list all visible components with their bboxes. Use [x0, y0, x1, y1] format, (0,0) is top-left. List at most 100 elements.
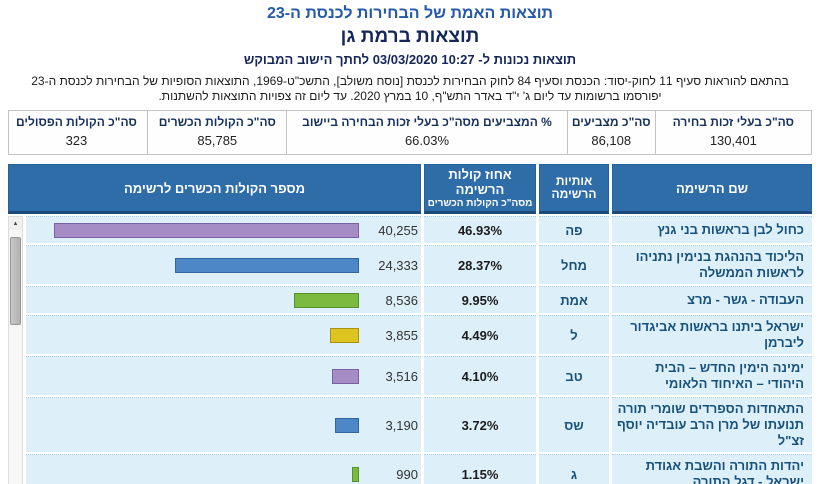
legal-disclaimer: בהתאם להוראות סעיף 11 לחוק-יסוד: הכנסת ו… [31, 74, 789, 103]
party-letters-cell: מחל [539, 245, 609, 284]
party-name: ימינה הימין החדש – הבית היהודי – האיחוד … [655, 360, 804, 391]
party-name-cell: העבודה - גשר - מרצ [612, 286, 812, 313]
vote-bar-zone [26, 327, 359, 343]
table-row: התאחדות הספרדים שומרי תורה תנועתו של מרן… [26, 397, 812, 452]
party-letters: טב [565, 368, 583, 384]
summary-label: סה"כ מצביעים [571, 115, 651, 129]
summary-valid-votes: סה"כ הקולות הכשרים 85,785 [147, 111, 286, 154]
scroll-up-icon[interactable]: ▲ [9, 217, 22, 230]
party-name: התאחדות הספרדים שומרי תורה תנועתו של מרן… [616, 401, 804, 448]
party-votes-cell: 3,855 [26, 315, 421, 354]
party-name: העבודה - גשר - מרצ [687, 292, 804, 307]
results-rows: כחול לבן בראשות בני גנץ פה 46.93% 40,255… [26, 216, 812, 484]
table-row: כחול לבן בראשות בני גנץ פה 46.93% 40,255 [26, 216, 812, 243]
vote-bar-zone [26, 417, 359, 433]
party-percent-cell: 3.72% [424, 397, 536, 452]
party-letters-cell: טב [539, 356, 609, 395]
vertical-scrollbar[interactable]: ▲ ▼ [8, 216, 23, 484]
party-letters-cell: ג [539, 454, 609, 484]
party-name-cell: התאחדות הספרדים שומרי תורה תנועתו של מרן… [612, 397, 812, 452]
party-percent: 1.15% [461, 466, 499, 482]
summary-value: 86,108 [591, 133, 632, 148]
party-letters: אמת [560, 292, 588, 308]
vote-bar [334, 417, 359, 433]
scrollbar-track[interactable] [9, 230, 22, 484]
vote-bar [54, 222, 359, 238]
party-letters: ל [570, 327, 578, 343]
party-votes: 3,190 [385, 417, 418, 433]
summary-invalid-votes: סה"כ הקולות הפסולים 323 [5, 111, 147, 154]
party-votes-cell: 990 [26, 454, 421, 484]
scrollbar-thumb[interactable] [10, 237, 21, 325]
summary-label: סה"כ הקולות הפסולים [16, 115, 137, 129]
header-label: מספר הקולות הכשרים לרשימה [123, 180, 306, 196]
party-votes: 990 [396, 466, 418, 482]
summary-label: סה"כ בעלי זכות בחירה [672, 115, 795, 129]
party-percent-cell: 4.10% [424, 356, 536, 395]
party-votes: 3,855 [385, 327, 418, 343]
party-name: כחול לבן בראשות בני גנץ [657, 222, 805, 237]
party-percent-cell: 1.15% [424, 454, 536, 484]
vote-bar [174, 257, 359, 273]
party-votes-cell: 24,333 [26, 245, 421, 284]
vote-bar-zone [26, 466, 359, 482]
party-percent: 46.93% [457, 222, 503, 238]
table-body: כחול לבן בראשות בני גנץ פה 46.93% 40,255… [8, 216, 812, 484]
party-votes-cell: 3,190 [26, 397, 421, 452]
party-votes: 40,255 [378, 222, 418, 238]
party-name: יהדות התורה והשבת אגודת ישראל - דגל התור… [645, 458, 804, 484]
header-party-letters: אותיות הרשימה [539, 164, 609, 214]
header-label: שם הרשימה [675, 180, 749, 196]
results-timestamp: תוצאות נכונות ל- 10:27 03/03/2020 לחתך ה… [243, 52, 577, 67]
party-name-cell: הליכוד בהנהגת בנימין נתניהו לראשות הממשל… [612, 245, 812, 284]
vote-bar [329, 327, 359, 343]
party-percent: 28.37% [457, 257, 503, 273]
party-letters-cell: שס [539, 397, 609, 452]
header-valid-votes: מספר הקולות הכשרים לרשימה [8, 164, 421, 214]
party-name-cell: יהדות התורה והשבת אגודת ישראל - דגל התור… [612, 454, 812, 484]
party-name: הליכוד בהנהגת בנימין נתניהו לראשות הממשל… [635, 249, 804, 280]
party-votes-cell: 8,536 [26, 286, 421, 313]
locality-title: תוצאות ברמת גן [340, 26, 480, 47]
vote-bar-zone [26, 292, 359, 308]
header-label: אותיות הרשימה [551, 174, 597, 201]
table-row: יהדות התורה והשבת אגודת ישראל - דגל התור… [26, 454, 812, 484]
party-votes: 3,516 [385, 368, 418, 384]
summary-value: 85,785 [197, 133, 238, 148]
summary-value: 66.03% [404, 133, 450, 148]
summary-strip: סה"כ בעלי זכות בחירה 130,401 סה"כ מצביעי… [8, 110, 812, 155]
vote-bar-zone [26, 257, 359, 273]
vote-bar-zone [26, 368, 359, 384]
page-title: תוצאות האמת של הבחירות לכנסת ה-23 [267, 5, 553, 22]
vote-bar [332, 368, 359, 384]
party-votes-cell: 3,516 [26, 356, 421, 395]
party-percent-cell: 4.49% [424, 315, 536, 354]
party-letters: ג [570, 466, 578, 482]
summary-value: 130,401 [709, 133, 757, 148]
party-letters: פה [565, 222, 583, 238]
party-name-cell: ימינה הימין החדש – הבית היהודי – האיחוד … [612, 356, 812, 395]
party-name-cell: ישראל ביתנו בראשות אביגדור ליברמן [612, 315, 812, 354]
summary-turnout-percent: % המצביעים מסה"כ בעלי זכות הבחירה ביישוב… [286, 111, 567, 154]
table-row: ימינה הימין החדש – הבית היהודי – האיחוד … [26, 356, 812, 395]
party-percent: 9.95% [461, 292, 499, 308]
header-party-name: שם הרשימה [612, 164, 812, 214]
party-name: ישראל ביתנו בראשות אביגדור ליברמן [630, 319, 804, 350]
table-header: שם הרשימה אותיות הרשימה אחוז קולות הרשימ… [8, 164, 812, 214]
party-votes-cell: 40,255 [26, 216, 421, 243]
party-percent-cell: 46.93% [424, 216, 536, 243]
header-sublabel: מסה"כ הקולות הכשרים [427, 198, 533, 209]
party-votes: 8,536 [385, 292, 418, 308]
table-row: העבודה - גשר - מרצ אמת 9.95% 8,536 [26, 286, 812, 313]
party-percent-cell: 28.37% [424, 245, 536, 284]
summary-eligible-voters: סה"כ בעלי זכות בחירה 130,401 [654, 111, 811, 154]
party-percent: 3.72% [461, 417, 499, 433]
table-row: ישראל ביתנו בראשות אביגדור ליברמן ל 4.49… [26, 315, 812, 354]
party-percent: 4.49% [461, 327, 499, 343]
results-table: שם הרשימה אותיות הרשימה אחוז קולות הרשימ… [8, 164, 812, 484]
party-letters: שס [564, 417, 584, 433]
party-votes: 24,333 [378, 257, 418, 273]
table-row: הליכוד בהנהגת בנימין נתניהו לראשות הממשל… [26, 245, 812, 284]
summary-total-voters: סה"כ מצביעים 86,108 [566, 111, 655, 154]
